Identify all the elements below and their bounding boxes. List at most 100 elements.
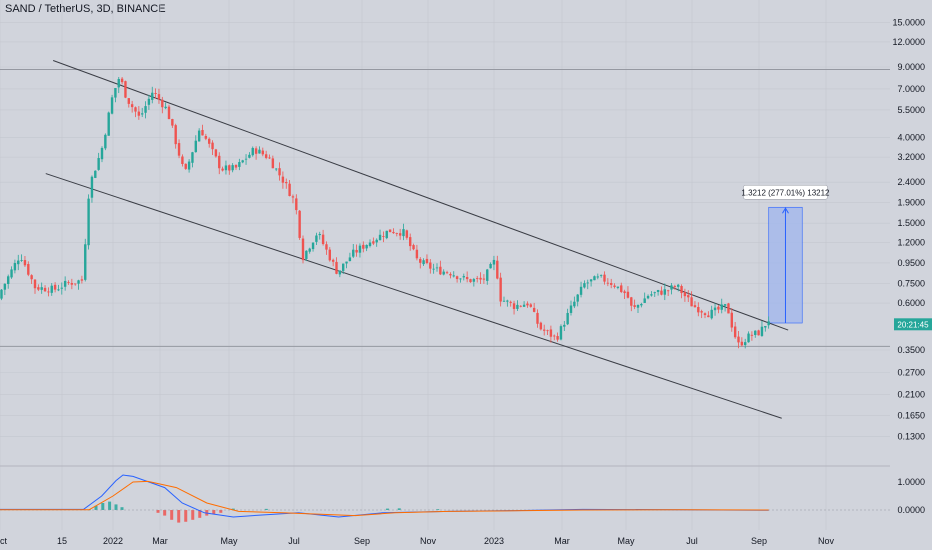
candle-body <box>425 258 429 264</box>
candle-body <box>576 294 579 302</box>
candle-body <box>281 176 285 183</box>
candle-body <box>338 270 342 275</box>
candle-body <box>147 98 151 105</box>
candle-body <box>546 330 549 332</box>
y-tick-label: 0.9500 <box>897 258 925 268</box>
candle-body <box>130 104 134 108</box>
candle-body <box>298 210 301 238</box>
candle-body <box>465 277 469 280</box>
candle-body <box>502 300 506 302</box>
x-tick-label: May <box>220 536 238 546</box>
candle-body <box>489 263 492 269</box>
candle-body <box>455 276 459 280</box>
candle-body <box>556 336 559 340</box>
candle-body <box>264 154 268 158</box>
candle-body <box>710 309 713 319</box>
candle-body <box>459 278 462 280</box>
candle-body <box>285 182 288 184</box>
candle-body <box>720 304 723 310</box>
candle-body <box>47 291 50 293</box>
candle-body <box>57 289 60 291</box>
candle-body <box>596 276 599 278</box>
candle-body <box>482 278 486 280</box>
candle-body <box>620 285 623 292</box>
candle-body <box>117 79 120 88</box>
candle-body <box>214 149 218 157</box>
y-tick-label: 3.2000 <box>897 152 925 162</box>
macd-bar <box>198 510 202 518</box>
x-tick-label: Sep <box>354 536 370 546</box>
candle-body <box>248 154 251 158</box>
candle-body <box>559 326 563 340</box>
candle-body <box>27 264 30 275</box>
candle-body <box>318 233 321 236</box>
candle-body <box>549 329 553 337</box>
candle-body <box>643 298 646 303</box>
candle-body <box>439 266 442 275</box>
candle-body <box>33 279 37 289</box>
y-tick-label: 1.9000 <box>897 198 925 208</box>
candle-body <box>295 198 298 211</box>
candle-body <box>43 287 47 292</box>
candle-body <box>221 168 224 171</box>
channel-lower-line[interactable] <box>45 173 782 419</box>
channel-upper-line[interactable] <box>52 60 789 331</box>
macd-bar <box>101 503 105 510</box>
candle-body <box>693 305 697 308</box>
candle-body <box>127 98 130 104</box>
candle-body <box>137 111 141 116</box>
candle-body <box>372 241 375 244</box>
candle-body <box>613 285 616 287</box>
candle-body <box>80 279 84 281</box>
macd-y-tick-label: 0.0000 <box>897 505 925 515</box>
candle-body <box>737 336 740 343</box>
candle-body <box>593 276 596 281</box>
macd-bar <box>114 504 118 510</box>
candle-body <box>670 285 673 290</box>
candle-body <box>23 260 27 266</box>
candle-body <box>640 304 643 306</box>
candle-body <box>415 249 419 259</box>
y-tick-label: 5.5000 <box>897 105 925 115</box>
candle-body <box>382 236 385 237</box>
candle-body <box>288 183 291 196</box>
candle-body <box>586 282 589 284</box>
candle-body <box>114 87 117 98</box>
candle-body <box>3 283 7 290</box>
candle-body <box>211 142 214 150</box>
price-axis[interactable] <box>890 0 932 550</box>
candle-body <box>275 168 278 170</box>
candle-body <box>331 259 335 262</box>
candle-body <box>375 239 378 243</box>
signal-line <box>0 480 769 517</box>
candle-body <box>271 158 275 169</box>
candle-body <box>161 99 164 108</box>
candle-body <box>539 322 543 330</box>
candle-body <box>432 268 435 270</box>
candle-body <box>358 245 362 253</box>
candle-body <box>509 301 512 303</box>
candle-body <box>342 263 345 271</box>
candle-body <box>599 274 603 276</box>
candle-body <box>529 304 532 307</box>
candle-body <box>683 292 687 297</box>
candle-body <box>526 303 529 306</box>
candle-body <box>20 260 23 261</box>
candle-body <box>677 284 680 287</box>
candle-body <box>305 250 308 259</box>
candle-body <box>348 257 352 262</box>
macd-bar <box>94 505 98 510</box>
candle-body <box>402 229 405 237</box>
candle-body <box>452 275 455 277</box>
candle-body <box>492 259 496 265</box>
macd-bar <box>108 501 112 510</box>
candle-body <box>730 312 733 328</box>
candle-body <box>419 258 422 263</box>
candle-body <box>208 138 211 144</box>
candle-body <box>563 324 566 327</box>
candle-body <box>656 289 660 292</box>
candle-body <box>569 305 573 313</box>
candle-body <box>278 168 281 176</box>
macd-bar <box>156 510 160 513</box>
